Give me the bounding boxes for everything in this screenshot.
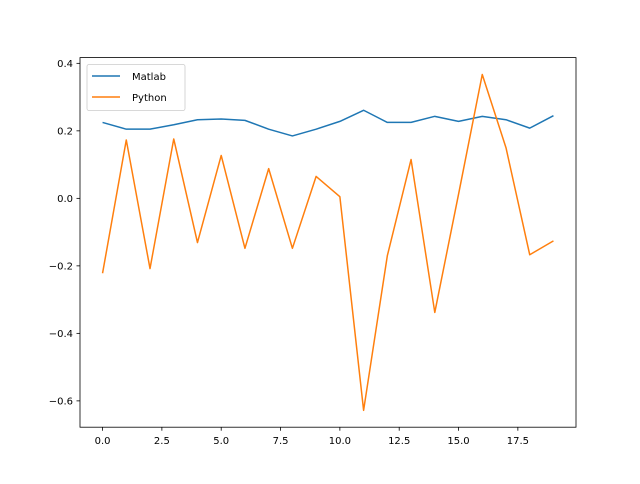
x-tick-label: 2.5 [154, 436, 170, 447]
x-tick-label: 10.0 [329, 436, 351, 447]
y-tick-label: −0.6 [49, 396, 73, 407]
legend: Matlab Python [86, 64, 186, 111]
axes-frame [79, 57, 577, 428]
x-tick-label: 17.5 [507, 436, 529, 447]
series-line-matlab [102, 109, 554, 137]
x-tick-label: 0.0 [95, 436, 111, 447]
series-line-python [101, 73, 554, 412]
x-axis: 0.0 2.5 5.0 7.5 10.0 12.5 15.0 17.5 [95, 427, 529, 447]
y-tick-label: 0.4 [57, 59, 73, 70]
y-tick-label: 0.2 [57, 126, 73, 137]
x-tick-label: 5.0 [213, 436, 229, 447]
y-tick-label: −0.2 [49, 261, 73, 272]
x-tick-label: 12.5 [388, 436, 410, 447]
x-tick-label: 7.5 [273, 436, 289, 447]
legend-matlab-label: Matlab [132, 72, 166, 83]
plot-lines [101, 73, 554, 412]
legend-python-label: Python [132, 93, 167, 104]
x-tick-label: 15.0 [447, 436, 469, 447]
y-tick-label: −0.4 [49, 329, 73, 340]
y-tick-label: 0.0 [57, 194, 73, 205]
y-axis: 0.4 0.2 0.0 −0.2 −0.4 −0.6 [49, 59, 80, 407]
